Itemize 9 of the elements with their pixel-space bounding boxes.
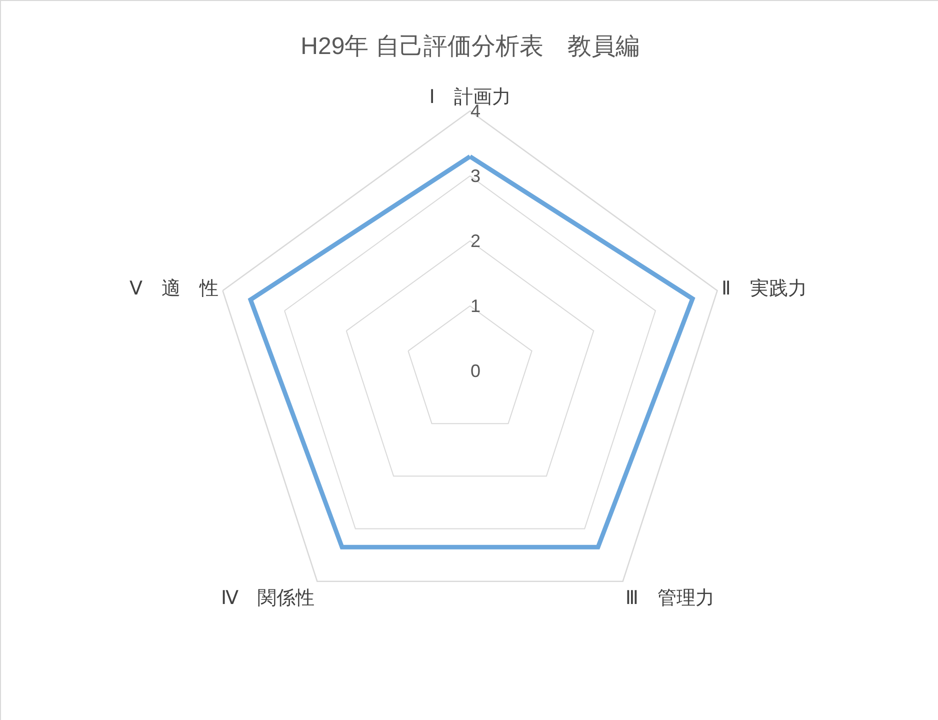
y-tick-label: 1 — [470, 296, 481, 316]
spoke-label: Ⅱ 実践力 — [722, 277, 807, 300]
y-tick-label: 2 — [470, 230, 481, 251]
y-tick-label: 0 — [470, 360, 481, 381]
y-tick-label: 3 — [470, 166, 481, 186]
spoke-label: Ⅲ 管理力 — [625, 588, 715, 610]
spoke-label: Ⅳ 関係性 — [221, 588, 315, 610]
spoke-label: Ⅴ 適 性 — [129, 277, 218, 300]
chart-title: H29年 自己評価分析表 教員編 — [300, 32, 640, 60]
